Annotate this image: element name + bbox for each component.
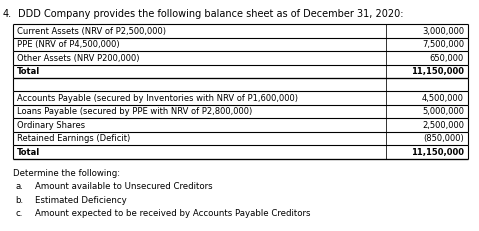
Text: 11,150,000: 11,150,000 [411, 148, 464, 157]
Text: Amount expected to be received by Accounts Payable Creditors: Amount expected to be received by Accoun… [35, 210, 310, 219]
Text: 11,150,000: 11,150,000 [411, 67, 464, 76]
Text: Retained Earnings (Deficit): Retained Earnings (Deficit) [17, 134, 130, 143]
Text: b.: b. [15, 196, 23, 205]
Text: 650,000: 650,000 [430, 54, 464, 63]
Text: 7,500,000: 7,500,000 [422, 40, 464, 49]
Text: Estimated Deficiency: Estimated Deficiency [35, 196, 127, 205]
Text: c.: c. [15, 210, 23, 219]
Text: Loans Payable (secured by PPE with NRV of P2,800,000): Loans Payable (secured by PPE with NRV o… [17, 107, 252, 116]
Text: Current Assets (NRV of P2,500,000): Current Assets (NRV of P2,500,000) [17, 27, 166, 36]
Text: Amount available to Unsecured Creditors: Amount available to Unsecured Creditors [35, 182, 213, 191]
Text: Accounts Payable (secured by Inventories with NRV of P1,600,000): Accounts Payable (secured by Inventories… [17, 94, 298, 103]
Text: Ordinary Shares: Ordinary Shares [17, 121, 85, 130]
Text: 4.: 4. [3, 9, 12, 19]
Text: 4,500,000: 4,500,000 [422, 94, 464, 103]
Text: (850,000): (850,000) [423, 134, 464, 143]
Text: DDD Company provides the following balance sheet as of December 31, 2020:: DDD Company provides the following balan… [18, 9, 403, 19]
Text: Determine the following:: Determine the following: [13, 169, 120, 178]
Text: 3,000,000: 3,000,000 [422, 27, 464, 36]
Text: 5,000,000: 5,000,000 [422, 107, 464, 116]
Text: Total: Total [17, 148, 40, 157]
Text: Other Assets (NRV P200,000): Other Assets (NRV P200,000) [17, 54, 139, 63]
Text: 2,500,000: 2,500,000 [422, 121, 464, 130]
Text: PPE (NRV of P4,500,000): PPE (NRV of P4,500,000) [17, 40, 120, 49]
Text: a.: a. [15, 182, 23, 191]
Text: Total: Total [17, 67, 40, 76]
